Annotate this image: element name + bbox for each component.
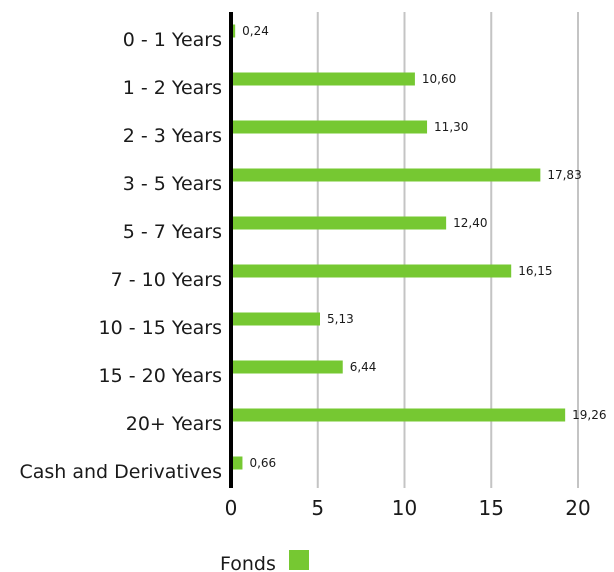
bar xyxy=(231,120,428,134)
category-label: Cash and Derivatives xyxy=(19,461,222,483)
bar xyxy=(231,216,447,230)
data-label: 17,83 xyxy=(547,168,581,182)
x-tick-label: 10 xyxy=(392,496,417,520)
category-labels: 0 - 1 Years 1 - 2 Years 2 - 3 Years 3 - 5 Y… xyxy=(19,29,222,483)
bar xyxy=(231,264,512,278)
x-tick-label: 0 xyxy=(225,496,238,520)
bars xyxy=(231,24,566,470)
x-tick-labels: 0 5 10 15 20 xyxy=(225,496,591,520)
category-label: 0 - 1 Years xyxy=(123,29,222,51)
data-label: 0,66 xyxy=(249,456,276,470)
data-label: 10,60 xyxy=(422,72,456,86)
x-tick-label: 20 xyxy=(565,496,590,520)
data-labels: 0,24 10,60 11,30 17,83 12,40 16,15 5,13 6,44 19,… xyxy=(242,24,606,470)
category-label: 15 - 20 Years xyxy=(99,365,222,387)
legend-label: Fonds xyxy=(220,553,276,572)
data-label: 12,40 xyxy=(453,216,487,230)
data-label: 16,15 xyxy=(518,264,552,278)
category-label: 20+ Years xyxy=(126,413,222,435)
x-tick-label: 5 xyxy=(311,496,324,520)
category-label: 5 - 7 Years xyxy=(123,221,222,243)
category-label: 1 - 2 Years xyxy=(123,77,222,99)
data-label: 0,24 xyxy=(242,24,269,38)
bar xyxy=(231,72,415,86)
bar xyxy=(231,360,343,374)
x-tick-label: 15 xyxy=(479,496,504,520)
data-label: 19,26 xyxy=(572,408,606,422)
category-label: 2 - 3 Years xyxy=(123,125,222,147)
bar xyxy=(231,24,236,38)
bar xyxy=(231,168,541,182)
category-label: 7 - 10 Years xyxy=(111,269,222,291)
data-label: 11,30 xyxy=(434,120,468,134)
bar xyxy=(231,312,321,326)
bar xyxy=(231,456,243,470)
data-label: 6,44 xyxy=(350,360,377,374)
bar xyxy=(231,408,566,422)
legend: Fonds xyxy=(220,550,309,572)
data-label: 5,13 xyxy=(327,312,354,326)
category-label: 10 - 15 Years xyxy=(99,317,222,339)
legend-swatch xyxy=(289,550,309,570)
category-label: 3 - 5 Years xyxy=(123,173,222,195)
